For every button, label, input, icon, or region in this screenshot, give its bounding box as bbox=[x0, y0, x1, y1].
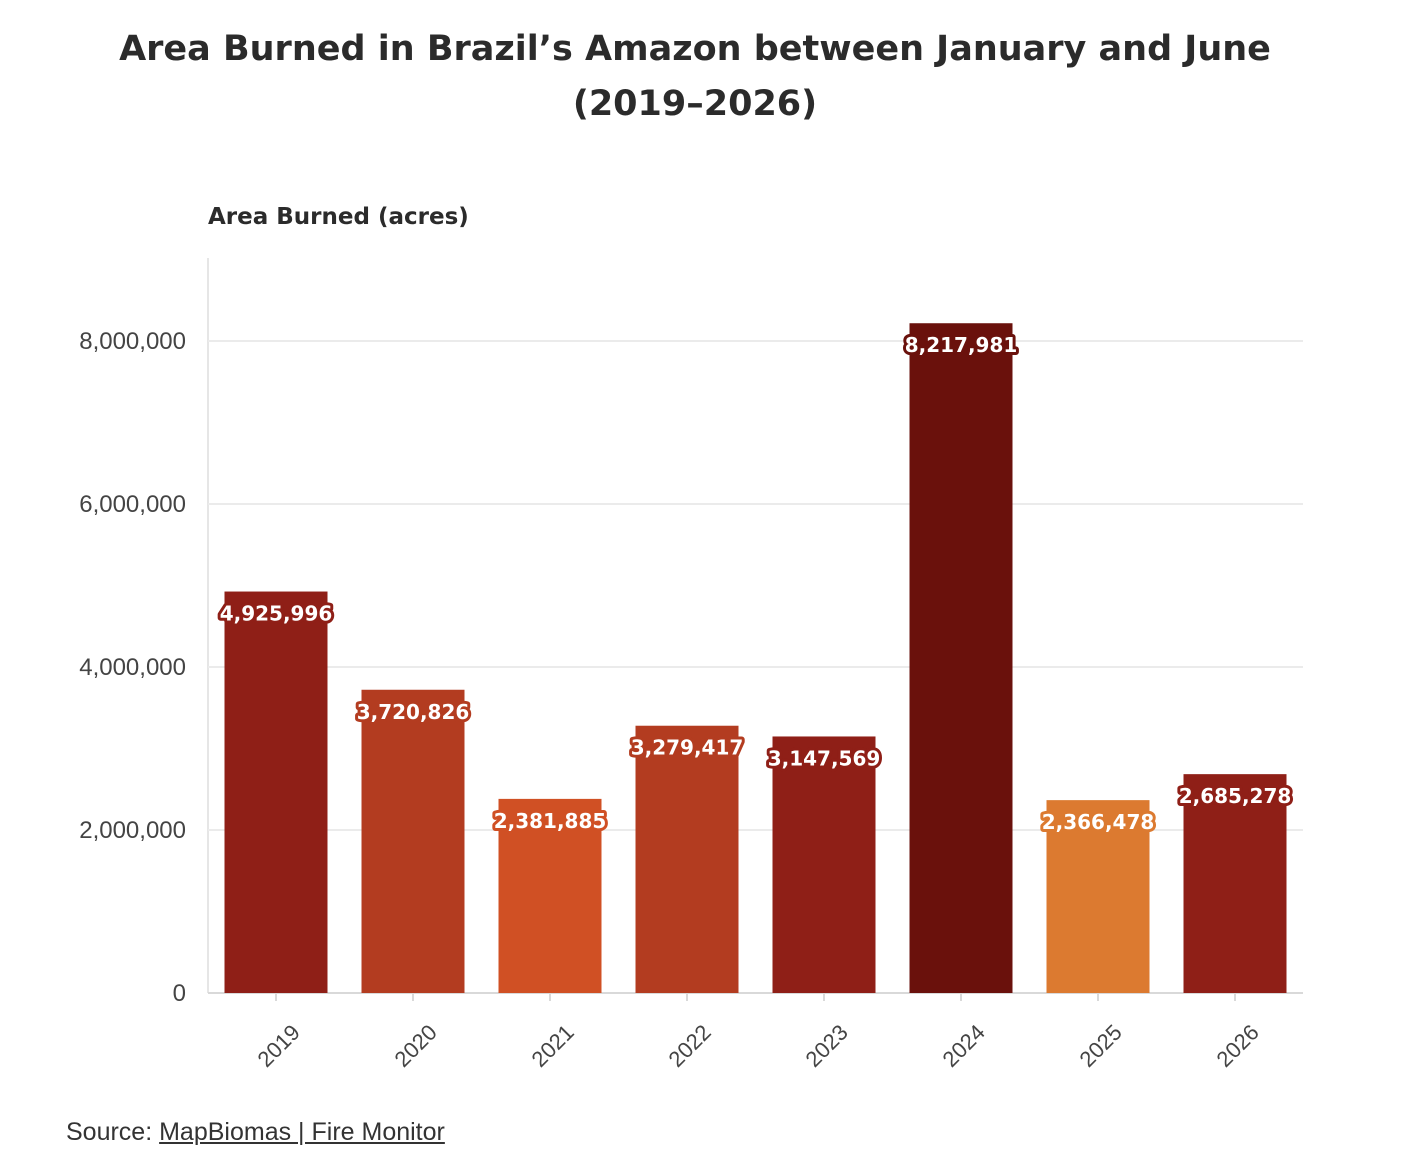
chart-title-line-2: (2019–2026) bbox=[572, 84, 818, 124]
x-tick-label: 2021 bbox=[527, 1020, 579, 1072]
bar-2020 bbox=[361, 689, 465, 993]
x-tick-label: 2022 bbox=[664, 1020, 716, 1072]
x-tick-label: 2019 bbox=[253, 1020, 305, 1072]
bar-chart: 0 2,000,000 4,000,000 6,000,000 8,000,000 20… bbox=[79, 258, 1303, 1072]
bar-value-label: 2,685,278 bbox=[1179, 784, 1292, 808]
bar-2022 bbox=[635, 725, 739, 993]
x-tick-label: 2020 bbox=[390, 1020, 442, 1072]
bars bbox=[224, 323, 1287, 993]
bar-value-label-halo: 2,366,478 bbox=[1042, 810, 1155, 834]
bar-2024 bbox=[909, 323, 1013, 993]
bar-value-label-halo: 3,279,417 bbox=[631, 736, 744, 760]
bar-2023 bbox=[772, 736, 876, 993]
bar-value-label: 4,925,996 bbox=[220, 602, 333, 626]
bar-value-labels: 4,925,9964,925,9963,720,8263,720,8262,38… bbox=[217, 330, 1295, 837]
source-note: Source: MapBiomas | Fire Monitor bbox=[66, 1118, 445, 1147]
bar-value-label-halo: 3,720,826 bbox=[357, 700, 470, 724]
bar-value-label-halo: 3,147,569 bbox=[768, 746, 881, 770]
chart-title: Area Burned in Brazil’s Amazon between J… bbox=[0, 22, 1390, 132]
x-tick-label: 2026 bbox=[1212, 1020, 1264, 1072]
y-axis-ticks: 0 2,000,000 4,000,000 6,000,000 8,000,000 bbox=[79, 328, 186, 1007]
y-tick-label: 0 bbox=[173, 980, 186, 1007]
y-tick-label: 4,000,000 bbox=[79, 654, 186, 681]
source-prefix: Source: bbox=[66, 1118, 160, 1146]
bar-2019 bbox=[224, 591, 328, 993]
bar-value-label-halo: 4,925,996 bbox=[220, 602, 333, 626]
source-link[interactable]: MapBiomas | Fire Monitor bbox=[159, 1118, 445, 1146]
bar-value-label-halo: 2,381,885 bbox=[494, 809, 607, 833]
bar-2021 bbox=[498, 798, 602, 993]
x-tick-label: 2023 bbox=[801, 1020, 853, 1072]
bar-value-label: 3,720,826 bbox=[357, 700, 470, 724]
bar-value-label: 3,279,417 bbox=[631, 736, 744, 760]
x-axis-ticks: 2019 2020 2021 2022 2023 2024 2025 2026 bbox=[253, 993, 1264, 1072]
bar-value-label: 2,381,885 bbox=[494, 809, 607, 833]
x-tick-label: 2025 bbox=[1075, 1020, 1127, 1072]
bar-2025 bbox=[1046, 800, 1150, 993]
x-tick-label: 2024 bbox=[938, 1020, 990, 1072]
chart-title-line-1: Area Burned in Brazil’s Amazon between J… bbox=[119, 29, 1271, 69]
bar-value-label: 2,366,478 bbox=[1042, 810, 1155, 834]
bar-value-label-halo: 2,685,278 bbox=[1179, 784, 1292, 808]
bar-value-label: 3,147,569 bbox=[768, 746, 881, 770]
bar-2026 bbox=[1183, 774, 1287, 993]
y-tick-label: 6,000,000 bbox=[79, 491, 186, 518]
y-axis-label: Area Burned (acres) bbox=[208, 204, 469, 230]
y-tick-label: 8,000,000 bbox=[79, 328, 186, 355]
bar-value-label: 8,217,981 bbox=[905, 333, 1018, 357]
y-tick-label: 2,000,000 bbox=[79, 817, 186, 844]
bar-value-label-halo: 8,217,981 bbox=[905, 333, 1018, 357]
